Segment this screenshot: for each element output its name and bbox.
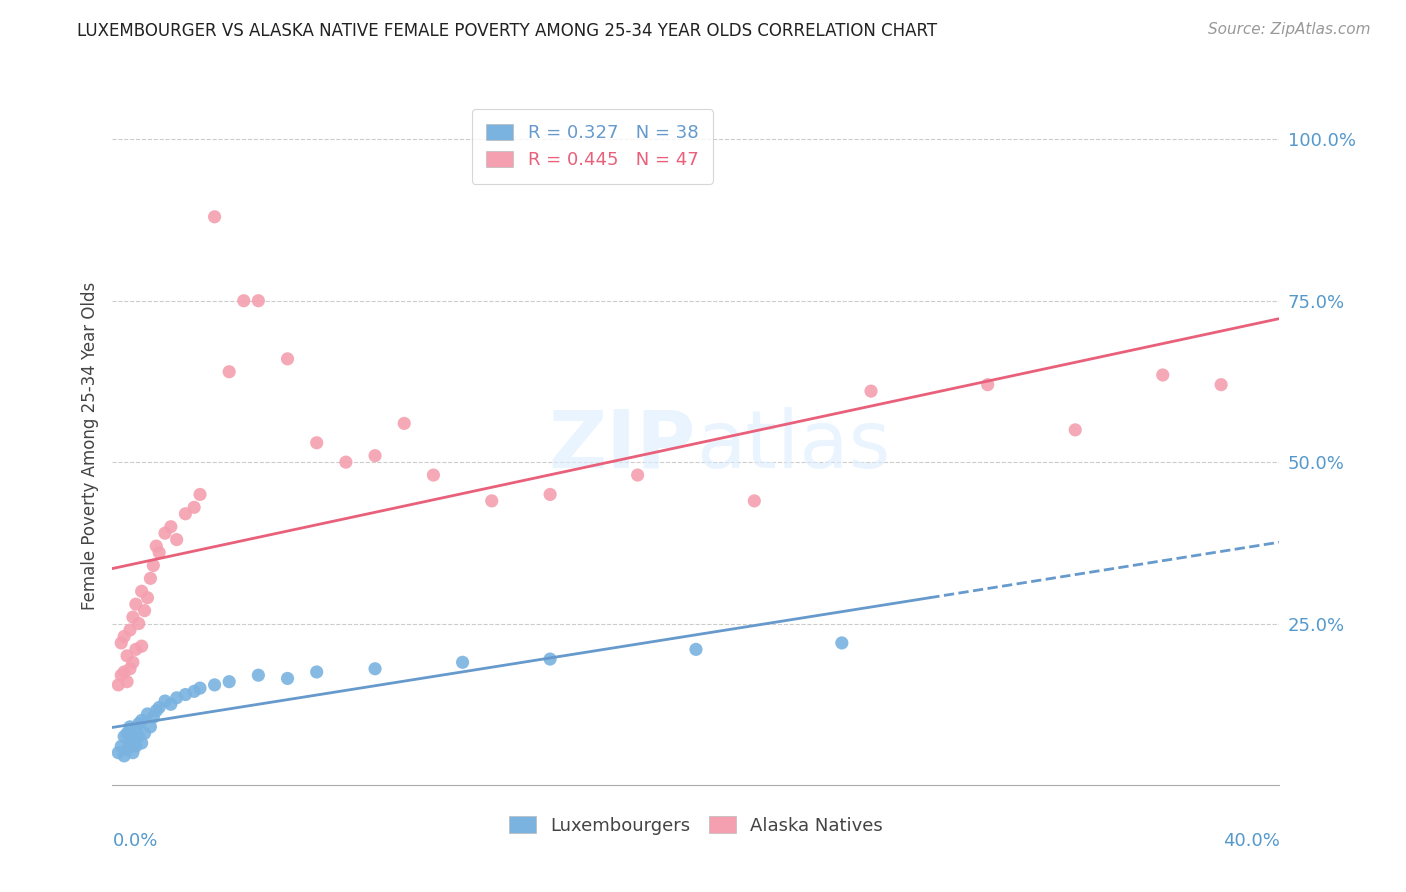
- Point: [125, 597, 148, 611]
- Text: atlas: atlas: [696, 407, 890, 485]
- Y-axis label: Female Poverty Among 25-34 Year Olds: Female Poverty Among 25-34 Year Olds: [80, 282, 98, 610]
- Point: [145, 539, 167, 553]
- Point: [305, 435, 328, 450]
- Point: [247, 293, 270, 308]
- Point: [128, 716, 150, 731]
- Point: [112, 665, 135, 679]
- Point: [364, 662, 387, 676]
- Point: [110, 739, 132, 754]
- Point: [118, 623, 141, 637]
- Point: [131, 714, 153, 728]
- Point: [122, 655, 145, 669]
- Point: [742, 494, 765, 508]
- Point: [142, 558, 165, 573]
- Point: [1064, 423, 1087, 437]
- Point: [232, 293, 254, 308]
- Text: Source: ZipAtlas.com: Source: ZipAtlas.com: [1208, 22, 1371, 37]
- Point: [685, 642, 707, 657]
- Point: [188, 487, 211, 501]
- Point: [131, 639, 153, 653]
- Point: [247, 668, 270, 682]
- Point: [276, 672, 298, 686]
- Point: [131, 736, 153, 750]
- Point: [174, 688, 197, 702]
- Point: [112, 748, 135, 763]
- Point: [122, 610, 145, 624]
- Point: [148, 700, 170, 714]
- Point: [481, 494, 503, 508]
- Point: [128, 730, 150, 744]
- Point: [538, 652, 561, 666]
- Point: [276, 351, 298, 366]
- Point: [204, 678, 226, 692]
- Point: [122, 746, 145, 760]
- Point: [364, 449, 387, 463]
- Point: [153, 694, 176, 708]
- Point: [118, 736, 141, 750]
- Point: [1152, 368, 1174, 382]
- Point: [110, 636, 132, 650]
- Point: [118, 720, 141, 734]
- Point: [174, 507, 197, 521]
- Point: [136, 706, 159, 721]
- Point: [392, 417, 416, 431]
- Point: [335, 455, 357, 469]
- Point: [145, 704, 167, 718]
- Point: [305, 665, 328, 679]
- Point: [125, 723, 148, 737]
- Point: [115, 674, 138, 689]
- Point: [160, 698, 183, 712]
- Point: [183, 500, 205, 515]
- Point: [125, 739, 148, 754]
- Point: [166, 533, 188, 547]
- Point: [626, 468, 648, 483]
- Point: [134, 604, 156, 618]
- Point: [153, 526, 176, 541]
- Text: 0.0%: 0.0%: [112, 832, 157, 850]
- Point: [538, 487, 561, 501]
- Point: [831, 636, 853, 650]
- Point: [451, 655, 474, 669]
- Point: [1209, 377, 1232, 392]
- Legend: Luxembourgers, Alaska Natives: Luxembourgers, Alaska Natives: [501, 807, 891, 844]
- Point: [122, 732, 145, 747]
- Point: [107, 746, 129, 760]
- Point: [134, 726, 156, 740]
- Text: 40.0%: 40.0%: [1223, 832, 1279, 850]
- Point: [128, 616, 150, 631]
- Point: [148, 545, 170, 559]
- Point: [112, 630, 135, 644]
- Point: [115, 648, 138, 663]
- Point: [115, 742, 138, 756]
- Point: [183, 684, 205, 698]
- Point: [139, 720, 162, 734]
- Point: [859, 384, 883, 398]
- Text: ZIP: ZIP: [548, 407, 696, 485]
- Point: [218, 365, 240, 379]
- Point: [188, 681, 211, 695]
- Point: [160, 519, 183, 533]
- Point: [118, 662, 141, 676]
- Point: [139, 571, 162, 585]
- Point: [976, 377, 998, 392]
- Point: [166, 690, 188, 705]
- Point: [204, 210, 226, 224]
- Point: [125, 642, 148, 657]
- Point: [218, 674, 240, 689]
- Point: [136, 591, 159, 605]
- Point: [115, 726, 138, 740]
- Point: [422, 468, 444, 483]
- Point: [142, 710, 165, 724]
- Text: LUXEMBOURGER VS ALASKA NATIVE FEMALE POVERTY AMONG 25-34 YEAR OLDS CORRELATION C: LUXEMBOURGER VS ALASKA NATIVE FEMALE POV…: [77, 22, 938, 40]
- Point: [131, 584, 153, 599]
- Point: [112, 730, 135, 744]
- Point: [110, 668, 132, 682]
- Point: [107, 678, 129, 692]
